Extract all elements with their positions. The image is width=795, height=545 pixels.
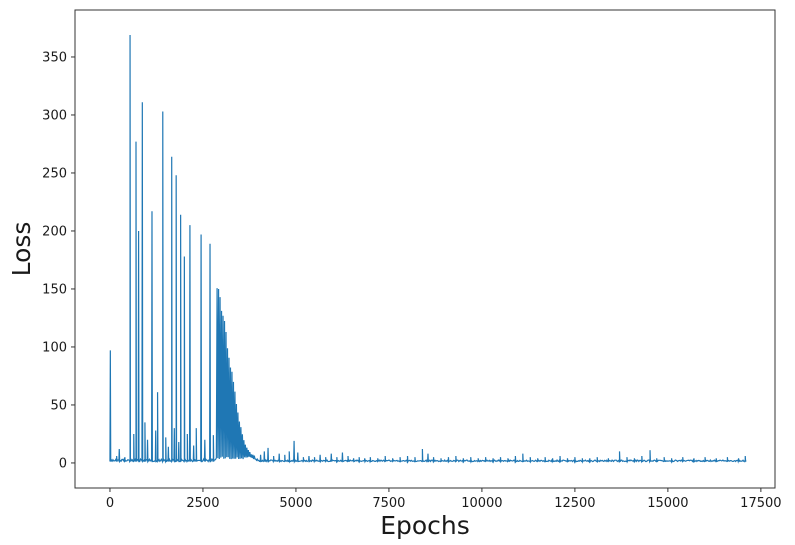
loss-line <box>109 34 747 464</box>
x-axis-label: Epochs <box>380 511 470 540</box>
plot-area <box>75 10 775 488</box>
y-tick-label: 350 <box>42 50 67 65</box>
x-tick-label: 10000 <box>461 496 502 511</box>
x-tick-label: 17500 <box>740 496 781 511</box>
x-tick-label: 7500 <box>372 496 405 511</box>
y-tick-label: 100 <box>42 340 67 355</box>
y-axis-ticks: 0 50 100 150 200 250 300 350 <box>42 50 75 471</box>
y-tick-label: 50 <box>50 398 67 413</box>
x-axis-ticks: 0 2500 5000 7500 10000 12500 15000 17500 <box>106 488 782 511</box>
x-tick-label: 0 <box>106 496 114 511</box>
y-tick-label: 250 <box>42 166 67 181</box>
x-tick-label: 12500 <box>554 496 595 511</box>
y-tick-label: 0 <box>59 456 67 471</box>
axes-spines <box>74 9 776 489</box>
x-tick-label: 2500 <box>186 496 219 511</box>
y-tick-label: 200 <box>42 224 67 239</box>
x-tick-label: 5000 <box>279 496 312 511</box>
y-tick-label: 300 <box>42 108 67 123</box>
y-tick-label: 150 <box>42 282 67 297</box>
x-tick-label: 15000 <box>647 496 688 511</box>
y-axis-label: Loss <box>7 222 36 277</box>
